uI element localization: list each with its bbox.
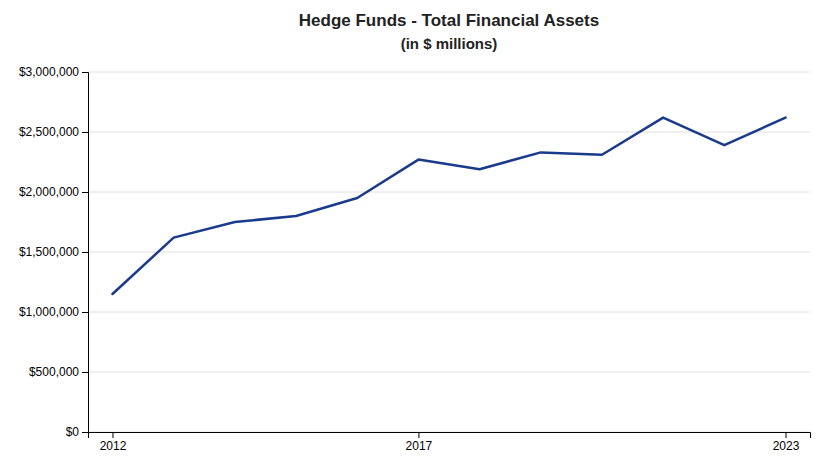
y-tick-mark [82, 252, 88, 253]
x-tick-label: 2012 [100, 439, 127, 453]
grid-line [88, 192, 810, 193]
subtitle: (in $ millions) [401, 35, 498, 52]
y-axis-line [82, 73, 89, 433]
y-tick-label: $2,500,000 [19, 125, 79, 139]
grid [88, 72, 810, 432]
title: Hedge Funds - Total Financial Assets [299, 11, 599, 30]
chart: Hedge Funds - Total Financial Assets (in … [0, 0, 840, 472]
grid-line [88, 252, 810, 253]
y-tick-mark [82, 72, 88, 73]
plot-area [112, 118, 785, 294]
y-tick: $0 [66, 425, 88, 439]
x-tick: 2012 [100, 432, 127, 453]
grid-line [88, 312, 810, 313]
y-tick-label: $3,000,000 [19, 65, 79, 79]
x-tick-mark [418, 432, 419, 438]
data-line [112, 118, 785, 294]
y-axis: $0 $500,000 $1,000,000 $1,500,000 $2,000,000… [19, 65, 89, 439]
x-tick-label: 2023 [773, 439, 800, 453]
y-tick-mark [82, 192, 88, 193]
x-axis: 2012 2017 2023 [89, 432, 811, 453]
y-tick: $1,500,000 [19, 245, 88, 259]
x-tick-mark [786, 432, 787, 438]
y-tick-mark [82, 312, 88, 313]
y-tick: $2,500,000 [19, 125, 88, 139]
y-tick-label: $500,000 [29, 365, 79, 379]
x-tick-label: 2017 [406, 439, 433, 453]
y-tick-label: $0 [66, 425, 80, 439]
x-axis-line [89, 433, 811, 439]
x-tick: 2017 [406, 432, 433, 453]
y-tick-label: $2,000,000 [19, 185, 79, 199]
y-tick-mark [82, 372, 88, 373]
grid-line [88, 132, 810, 133]
y-tick: $500,000 [29, 365, 88, 379]
y-tick: $1,000,000 [19, 305, 88, 319]
y-tick-label: $1,500,000 [19, 245, 79, 259]
y-tick-mark [82, 132, 88, 133]
y-tick-mark [82, 432, 88, 433]
x-tick: 2023 [773, 432, 800, 453]
x-tick-mark [112, 432, 113, 438]
y-tick-label: $1,000,000 [19, 305, 79, 319]
y-tick: $2,000,000 [19, 185, 88, 199]
grid-line [88, 72, 810, 73]
y-tick: $3,000,000 [19, 65, 88, 79]
grid-line [88, 372, 810, 373]
